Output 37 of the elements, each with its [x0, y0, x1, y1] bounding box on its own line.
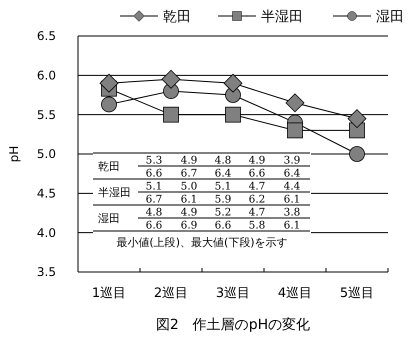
point	[101, 96, 117, 112]
y-tick-label: 4.5	[36, 186, 56, 201]
text: 6.6 6.9 6.6 5.8 6.1	[146, 219, 300, 232]
y-tick-label: 5.0	[36, 147, 56, 162]
text: 図2 作土層のpHの変化	[156, 317, 310, 333]
legend-label: 半湿田	[261, 8, 303, 25]
text: 5.1 5.0 5.1 4.7 4.4	[146, 180, 300, 192]
x-tick-label: 1巡目	[92, 286, 126, 301]
point	[100, 74, 118, 93]
x-tick-label: 2巡目	[154, 286, 188, 301]
x-tick-label: 3巡目	[216, 286, 250, 301]
y-axis-title: pH	[7, 146, 21, 162]
x-tick-label: 4巡目	[278, 286, 312, 301]
y-tick-label: 3.5	[36, 265, 56, 280]
annotation: 湿田	[98, 212, 120, 225]
y-tick-label: 6.0	[36, 68, 56, 83]
text: 5.3 4.9 4.8 4.9 3.9	[146, 154, 300, 166]
text: 4.8 4.9 5.2 4.7 3.8	[146, 206, 300, 218]
legend-label: 乾田	[163, 8, 191, 25]
text: 6.6 6.7 6.4 6.6 6.4	[146, 167, 300, 180]
point	[225, 106, 241, 123]
y-tick-label: 4.0	[36, 226, 56, 240]
text: 6.7 6.1 5.9 6.2 6.1	[146, 193, 300, 206]
annotation: 乾田	[98, 160, 120, 173]
point	[348, 109, 366, 128]
y-tick-label: 6.5	[36, 29, 56, 44]
point	[287, 122, 303, 138]
annotation: 半湿田	[98, 186, 131, 199]
point	[224, 74, 242, 93]
x-tick-label: 5巡目	[340, 286, 374, 301]
legend-label: 湿田	[376, 8, 404, 25]
point	[162, 70, 180, 89]
point	[286, 93, 304, 112]
y-tick-label: 5.5	[36, 108, 56, 122]
point	[349, 146, 365, 162]
annotation: 最小値(上段)、最大値(下段)を示す	[116, 236, 288, 249]
point	[163, 106, 179, 123]
